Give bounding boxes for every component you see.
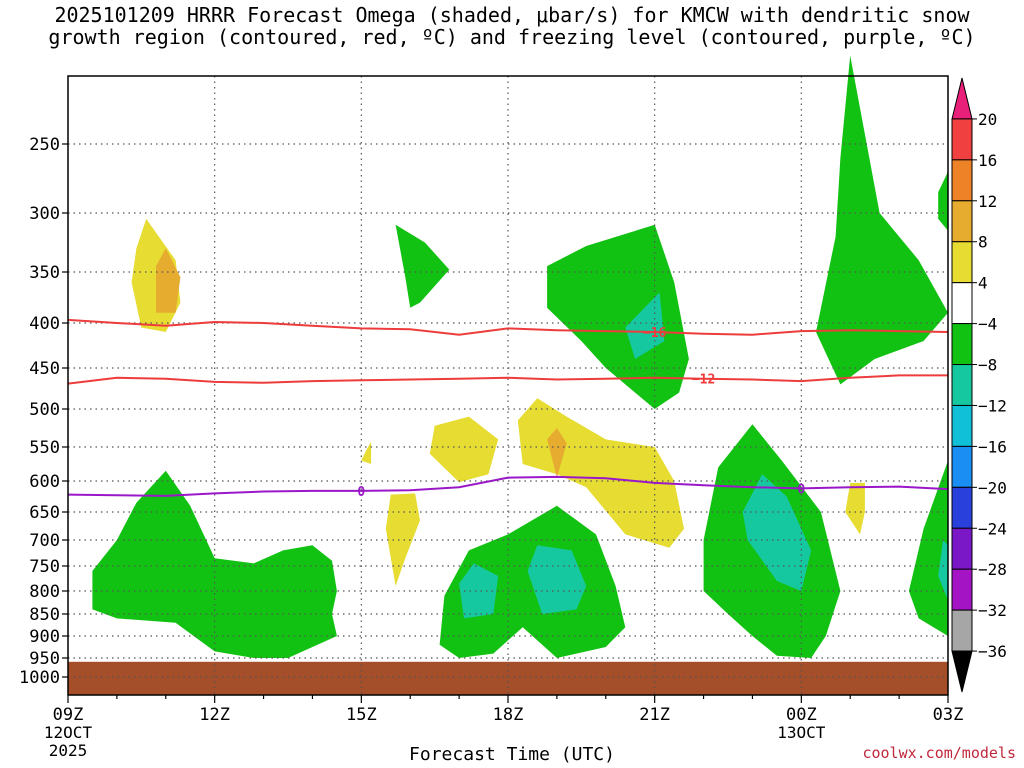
- colorbar: 20 16 12 8 4 −4 −8 −12 −16 −20 −24 −28 −32 −36: [951, 77, 1007, 693]
- contour-label--12-13: −12: [692, 373, 715, 388]
- colorbar-seg-4: [951, 241, 973, 284]
- credit-link[interactable]: coolwx.com/models: [862, 744, 1016, 762]
- colorbar-seg-5: [951, 282, 973, 325]
- colorbar-label-1: 16: [978, 151, 997, 170]
- colorbar-seg-11: [951, 527, 973, 570]
- omega-region-19: [908, 460, 948, 636]
- contour-0: [67, 475, 949, 497]
- colorbar-label-6: −8: [978, 356, 997, 375]
- omega-regions: [92, 55, 948, 658]
- y-tick-label-500: 500: [29, 400, 60, 420]
- y-tick-label-400: 400: [29, 314, 60, 334]
- colorbar-label-5: −4: [978, 315, 997, 334]
- contour-lines: −16 −12 0 0: [67, 318, 949, 500]
- colorbar-label-7: −12: [978, 396, 1007, 415]
- colorbar-label-10: −24: [978, 519, 1007, 538]
- y-tick-label-450: 450: [29, 359, 60, 379]
- colorbar-seg-1: [951, 118, 973, 161]
- colorbar-label-13: −36: [978, 642, 1007, 661]
- x-tick-sublabel-15: 13OCT: [777, 723, 826, 742]
- y-tick-label-850: 850: [29, 605, 60, 625]
- contour--16: [67, 318, 949, 336]
- chart-title-line2: growth region (contoured, red, ºC) and f…: [48, 25, 976, 49]
- colorbar-label-0: 20: [978, 110, 997, 129]
- y-tick-label-650: 650: [29, 503, 60, 523]
- x-axis-label: Forecast Time (UTC): [409, 744, 615, 765]
- omega-region-2: [361, 441, 372, 464]
- x-tick-label-0: 09Z: [53, 705, 84, 725]
- y-tick-label-1000: 1000: [19, 668, 60, 688]
- colorbar-seg-6: [951, 323, 973, 366]
- colorbar-label-12: −32: [978, 601, 1007, 620]
- x-tick-label-9: 18Z: [493, 705, 524, 725]
- colorbar-seg-7: [951, 364, 973, 406]
- omega-region-9: [395, 224, 450, 308]
- omega-region-13: [459, 563, 499, 619]
- colorbar-label-4: 4: [978, 274, 988, 293]
- y-tick-label-900: 900: [29, 627, 60, 647]
- omega-region-20: [938, 540, 948, 601]
- y-tick-label-300: 300: [29, 204, 60, 224]
- y-tick-label-600: 600: [29, 472, 60, 492]
- colorbar-seg-14: [951, 650, 973, 693]
- omega-region-16: [742, 474, 812, 591]
- colorbar-seg-13: [951, 609, 973, 652]
- omega-region-4: [429, 416, 499, 483]
- omega-region-17: [816, 55, 948, 385]
- x-tick-label-12: 21Z: [639, 705, 670, 725]
- x-tick-label-3: 12Z: [199, 705, 230, 725]
- omega-region-8: [92, 470, 337, 658]
- contour-label--16-12: −16: [643, 326, 667, 341]
- chart-title-line1: 2025101209 HRRR Forecast Omega (shaded, …: [54, 3, 970, 27]
- x-tick-label-18: 03Z: [933, 705, 964, 725]
- omega-region-1: [156, 248, 181, 313]
- x-tick-label-15: 00Z: [786, 705, 817, 725]
- ground-layer: [68, 661, 948, 695]
- colorbar-seg-3: [951, 200, 973, 243]
- y-tick-label-950: 950: [29, 649, 60, 669]
- omega-region-3: [385, 493, 420, 586]
- omega-region-7: [845, 482, 865, 535]
- x-tick-year-0: 2025: [49, 741, 88, 760]
- y-tick-label-550: 550: [29, 438, 60, 458]
- y-axis: 2503003504004505005506006507007508008509…: [19, 135, 68, 688]
- omega-region-6: [547, 428, 567, 478]
- colorbar-label-3: 8: [978, 233, 988, 252]
- colorbar-seg-2: [951, 159, 973, 202]
- y-tick-label-800: 800: [29, 582, 60, 602]
- x-tick-sublabel-0: 12OCT: [44, 723, 93, 742]
- contour-label-0-6: 0: [357, 485, 365, 500]
- colorbar-label-9: −20: [978, 478, 1007, 497]
- colorbar-seg-9: [951, 445, 973, 488]
- y-tick-label-750: 750: [29, 557, 60, 577]
- colorbar-seg-0: [951, 77, 973, 120]
- colorbar-label-2: 12: [978, 192, 997, 211]
- contour--12: [67, 374, 948, 385]
- colorbar-seg-8: [951, 404, 973, 447]
- omega-region-18: [938, 171, 948, 231]
- y-tick-label-250: 250: [29, 135, 60, 155]
- ground-fill: [68, 661, 948, 695]
- y-tick-label-700: 700: [29, 531, 60, 551]
- colorbar-seg-12: [951, 568, 973, 611]
- y-tick-label-350: 350: [29, 263, 60, 283]
- omega-region-11: [625, 292, 665, 359]
- colorbar-label-11: −28: [978, 560, 1007, 579]
- colorbar-label-8: −16: [978, 437, 1007, 456]
- colorbar-seg-10: [951, 486, 973, 529]
- x-tick-label-6: 15Z: [346, 705, 377, 725]
- grid-lines: [68, 76, 948, 695]
- omega-region-14: [527, 545, 587, 614]
- omega-region-10: [547, 224, 689, 409]
- contour-label-0-15: 0: [797, 482, 805, 497]
